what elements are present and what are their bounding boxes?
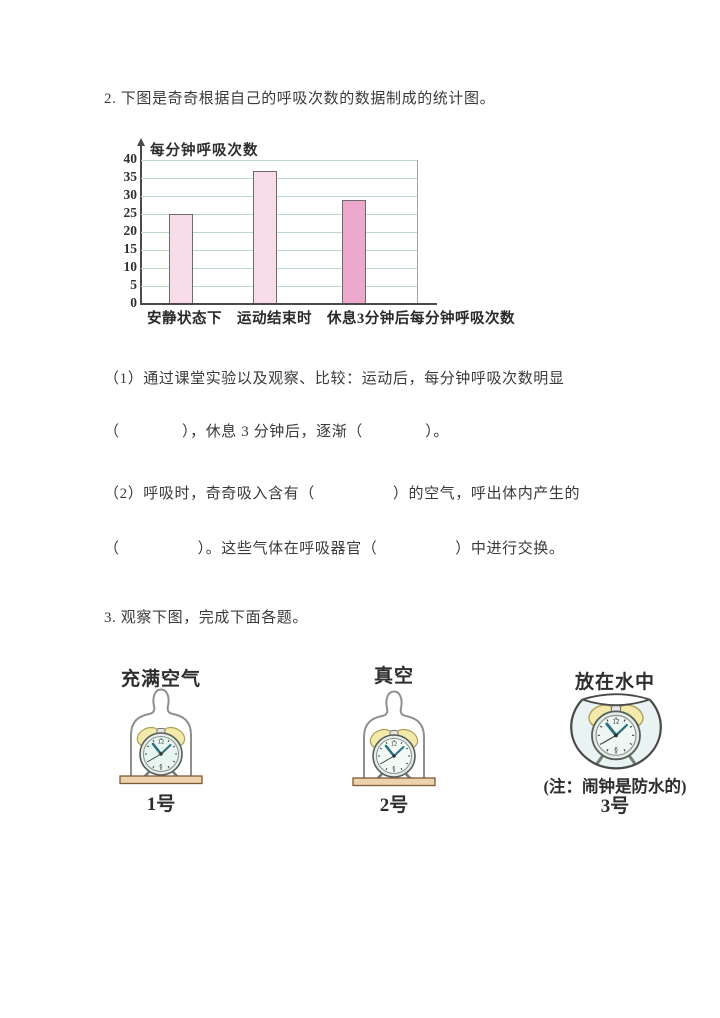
- alarm-clock-icon: 12 6: [369, 728, 419, 782]
- svg-text:12: 12: [612, 719, 620, 725]
- y-tick-label: 15: [123, 241, 138, 256]
- gridline: [141, 159, 417, 161]
- gridline: [141, 285, 417, 287]
- bowl-front-rim: [582, 698, 650, 706]
- stand-board: [119, 775, 203, 785]
- y-tick-label: 0: [130, 295, 137, 310]
- bar-休息3分钟后: [342, 199, 366, 304]
- y-tick-label: 35: [123, 169, 138, 184]
- question-3-text: 3. 观察下图，完成下面各题。: [104, 610, 309, 626]
- bell-jar-with-clock-1-icon: 12 6: [119, 688, 203, 785]
- question-2-text: 2. 下图是奇奇根据自己的呼吸次数的数据制成的统计图。: [104, 91, 496, 107]
- y-axis-arrow-icon: [137, 138, 145, 146]
- y-tick-label: 5: [130, 277, 137, 292]
- stand-board: [352, 777, 436, 787]
- figure-3-note: (注：闹钟是防水的): [543, 777, 687, 796]
- question-2-1-line2: （ ），休息 3 分钟后，逐渐（ ）。: [104, 424, 450, 440]
- bar-安静状态下: [169, 214, 193, 304]
- question-2-2-line2: （ ）。这些气体在呼吸器官（ ）中进行交换。: [104, 541, 565, 557]
- x-axis-title: 每分钟呼吸次数: [410, 311, 515, 327]
- question-2-1-line1: （1）通过课堂实验以及观察、比较：运动后，每分钟呼吸次数明显: [104, 371, 565, 387]
- fishbowl-with-clock-icon: 12 6: [570, 693, 662, 770]
- alarm-clock-icon: 12 6: [588, 704, 644, 765]
- y-tick-label: 20: [123, 223, 138, 238]
- y-tick-label: 40: [123, 151, 138, 166]
- y-tick-label: 10: [123, 259, 138, 274]
- gridline: [141, 249, 417, 251]
- x-category-label: 运动结束时: [237, 311, 312, 327]
- gridline: [141, 267, 417, 269]
- y-axis-line: [140, 146, 142, 304]
- figure-3-caption: 3号: [600, 796, 630, 817]
- figure-1-caption: 1号: [146, 794, 176, 815]
- gridline: [141, 177, 417, 179]
- bowl-outline: [570, 698, 662, 770]
- x-category-label: 休息3分钟后: [327, 311, 410, 327]
- figure-2-title: 真空: [373, 666, 414, 687]
- figure-3-title: 放在水中: [574, 672, 655, 693]
- bell-jar-with-clock-2-icon: 12 6: [352, 690, 436, 787]
- bar-运动结束时: [253, 170, 277, 304]
- figure-2-caption: 2号: [379, 795, 409, 816]
- gridline: [141, 213, 417, 215]
- svg-text:12: 12: [158, 740, 164, 746]
- gridline: [141, 231, 417, 233]
- gridline: [141, 195, 417, 197]
- bell-jar-outline: [363, 690, 425, 778]
- bell-jar-outline: [130, 688, 192, 776]
- chart-title: 每分钟呼吸次数: [150, 143, 259, 159]
- y-tick-label: 25: [123, 205, 138, 220]
- bowl-back-rim: [582, 693, 650, 701]
- figure-1-title: 充满空气: [120, 669, 201, 690]
- question-2-2-line1: （2）呼吸时，奇奇吸入含有（ ）的空气，呼出体内产生的: [104, 486, 581, 502]
- svg-text:6: 6: [392, 766, 395, 772]
- y-tick-label: 30: [123, 187, 138, 202]
- x-axis-line: [140, 303, 437, 305]
- svg-text:6: 6: [159, 764, 162, 770]
- x-category-label: 安静状态下: [147, 311, 222, 327]
- svg-text:12: 12: [391, 742, 397, 748]
- breath-rate-bar-chart: 每分钟呼吸次数 0 5 10 15 20 25 30 35 40 安静状态下 运动结束时 休息3分钟后…: [0, 0, 720, 340]
- chart-plot-area: [141, 159, 418, 304]
- alarm-clock-icon: 12 6: [136, 726, 186, 780]
- svg-text:6: 6: [614, 747, 618, 753]
